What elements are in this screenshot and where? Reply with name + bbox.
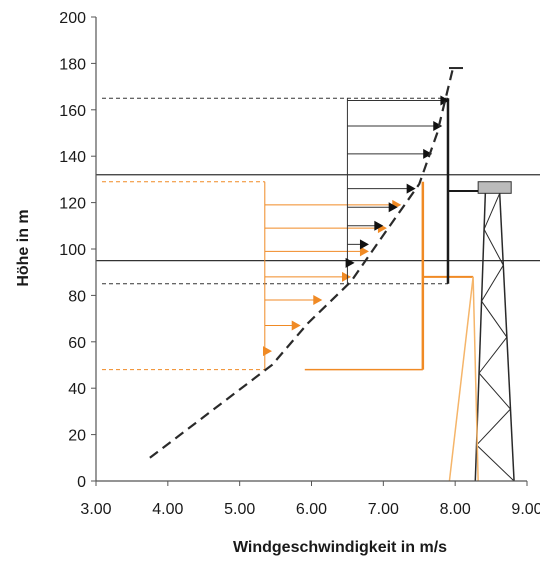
lower-arrow-head (262, 346, 272, 357)
x-axis-label: Windgeschwindigkeit in m/s (233, 539, 447, 556)
upper-arrow-head (359, 239, 369, 250)
tower-brace (483, 193, 501, 230)
lower-arrow-head (291, 320, 301, 331)
wind-profile-layer (149, 67, 464, 459)
tower-brace (478, 372, 511, 410)
y-tick-label: 0 (77, 474, 86, 491)
tower-brace (483, 229, 504, 266)
x-tick-label: 6.00 (296, 501, 327, 518)
lower-arrow-head (313, 295, 323, 306)
lower-tower-leg (472, 276, 479, 482)
tower-brace (476, 408, 511, 446)
x-tick-label: 8.00 (440, 501, 471, 518)
y-tick-label: 120 (59, 196, 86, 213)
lower-rotor-layer (262, 181, 479, 482)
y-axis-label: Höhe in m (15, 209, 32, 286)
x-tick-label: 3.00 (80, 501, 111, 518)
lower-arrow-head (342, 271, 352, 282)
x-tick-label: 5.00 (224, 501, 255, 518)
y-tick-label: 80 (68, 288, 86, 305)
lattice-tower (474, 181, 515, 482)
y-tick-label: 140 (59, 149, 86, 166)
axes (91, 16, 528, 486)
upper-arrow-head (388, 202, 398, 213)
tower-brace (481, 300, 508, 338)
lower-arrow-head (359, 246, 369, 257)
lower-tower-leg (448, 276, 474, 482)
tower-brace (481, 264, 504, 302)
x-tick-label: 4.00 (152, 501, 183, 518)
x-tick-label: 9.00 (511, 501, 540, 518)
y-tick-label: 160 (59, 103, 86, 120)
y-tick-label: 60 (68, 335, 86, 352)
wind-profile-line (149, 67, 455, 459)
tower-brace (478, 336, 508, 374)
tick-labels: 0 20 40 60 80 100 120 140 160 180 200 3.00 4.00 5.00 6… (59, 10, 540, 518)
nacelle (477, 181, 512, 194)
upper-arrow-head (433, 121, 443, 132)
y-tick-label: 200 (59, 10, 86, 27)
upper-rotor-layer (345, 95, 479, 284)
upper-arrow-head (406, 183, 416, 194)
reference-lines-layer (96, 97, 540, 371)
y-tick-label: 40 (68, 381, 86, 398)
upper-arrow-head (345, 257, 355, 268)
upper-arrow-head (440, 95, 450, 106)
y-tick-label: 20 (68, 428, 86, 445)
upper-arrow-head (423, 148, 433, 159)
y-tick-label: 100 (59, 242, 86, 259)
y-tick-label: 180 (59, 56, 86, 73)
upper-arrow-head (374, 220, 384, 231)
x-tick-label: 7.00 (368, 501, 399, 518)
tower-brace (476, 444, 515, 482)
